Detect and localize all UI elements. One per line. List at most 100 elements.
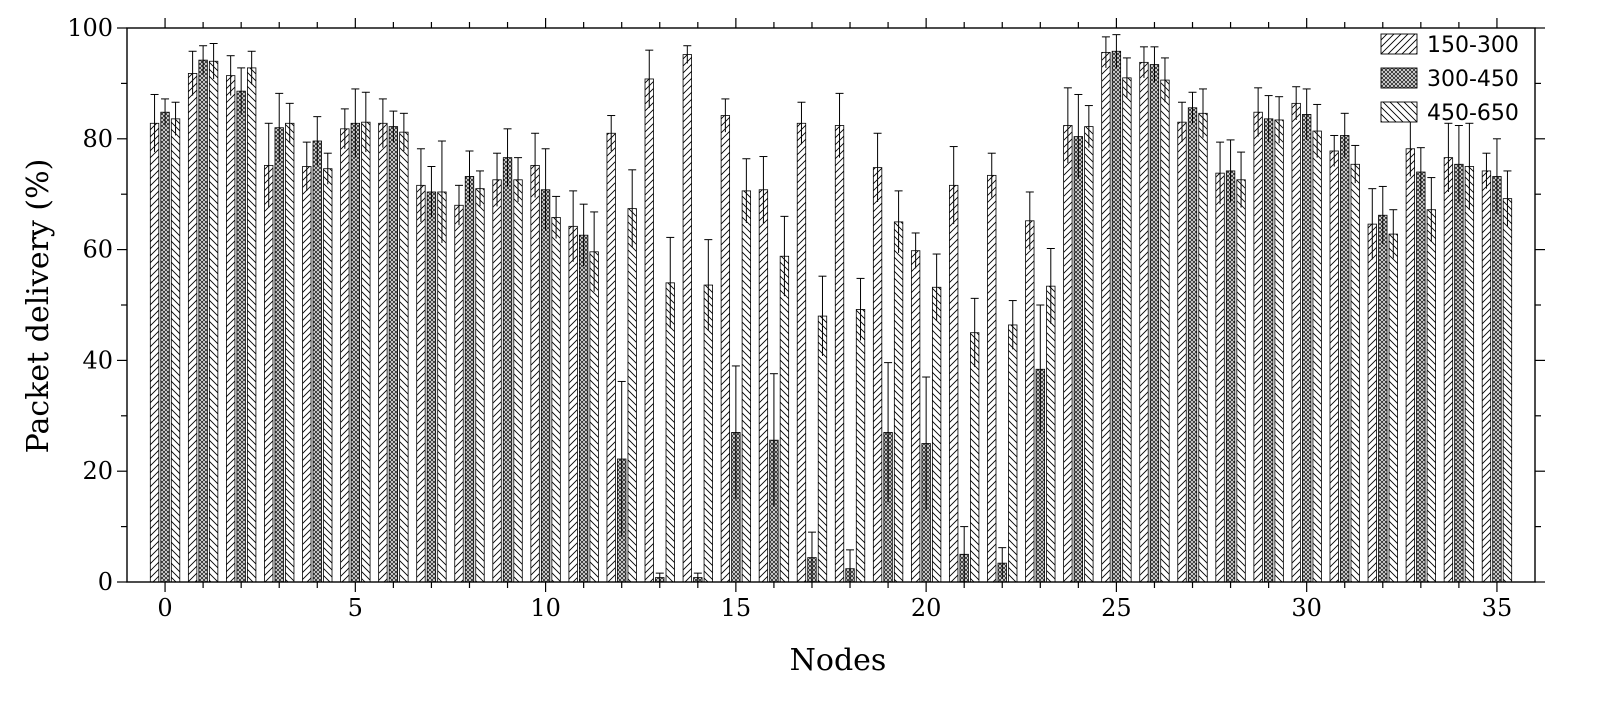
legend-label-1: 300-450 xyxy=(1427,67,1519,92)
bar-s2-node-20 xyxy=(931,286,942,583)
x-axis-title: Nodes xyxy=(790,643,887,678)
bar-s0-node-13 xyxy=(644,78,654,583)
bar-s0-node-33 xyxy=(1405,148,1415,583)
bar-s2-node-5 xyxy=(361,121,371,583)
bar-s2-node-12 xyxy=(627,208,637,583)
bar-s0-node-10 xyxy=(530,164,540,583)
bar-s0-node-34 xyxy=(1443,157,1454,583)
x-tick-label-5: 5 xyxy=(348,594,363,622)
bar-s2-node-24 xyxy=(1084,126,1094,583)
bar-s0-node-12 xyxy=(606,132,616,583)
bar-s2-node-4 xyxy=(323,168,333,583)
bar-s1-node-31 xyxy=(1340,135,1350,583)
bar-s0-node-19 xyxy=(872,167,883,583)
legend-swatch-0 xyxy=(1380,33,1418,55)
bar-s0-node-21 xyxy=(949,184,959,583)
bar-s0-node-5 xyxy=(340,128,350,583)
bar-s2-node-33 xyxy=(1426,209,1436,583)
bar-s0-node-25 xyxy=(1101,51,1111,583)
bar-s0-node-2 xyxy=(226,75,236,583)
bar-s0-node-27 xyxy=(1177,121,1187,583)
bar-s1-node-35 xyxy=(1492,176,1502,583)
bar-s1-node-30 xyxy=(1302,114,1312,583)
bar-s1-node-26 xyxy=(1149,64,1160,583)
axes: 0 5 10 15 20 25 30 35 0 20 40 60 80 100 xyxy=(67,14,1545,622)
bar-s1-node-25 xyxy=(1111,50,1122,583)
bar-s0-node-4 xyxy=(302,166,312,583)
bar-s0-node-24 xyxy=(1063,125,1073,583)
bar-s2-node-28 xyxy=(1236,179,1246,583)
x-tick-label-15: 15 xyxy=(721,594,752,622)
bar-s0-node-29 xyxy=(1253,111,1263,583)
x-tick-label-20: 20 xyxy=(911,594,942,622)
bar-s1-node-33 xyxy=(1416,171,1426,583)
bar-s2-node-21 xyxy=(970,332,980,583)
bar-s0-node-8 xyxy=(454,204,464,583)
bar-s0-node-6 xyxy=(378,122,388,583)
bar-s2-node-35 xyxy=(1502,198,1513,583)
bar-s2-node-1 xyxy=(208,60,219,583)
bar-s2-node-26 xyxy=(1160,79,1170,583)
bar-s0-node-7 xyxy=(416,184,426,583)
bar-s1-node-5 xyxy=(350,122,360,583)
bar-s2-node-27 xyxy=(1198,112,1208,583)
bar-s2-node-3 xyxy=(285,122,295,583)
bar-s2-node-7 xyxy=(437,191,447,583)
bar-s0-node-0 xyxy=(149,122,160,583)
bar-s1-node-9 xyxy=(502,157,513,583)
bar-s1-node-24 xyxy=(1073,136,1084,583)
bar-s0-node-30 xyxy=(1291,102,1301,583)
bar-s2-node-32 xyxy=(1388,233,1398,583)
bar-s1-node-11 xyxy=(578,234,589,583)
x-tick-label-10: 10 xyxy=(530,594,561,622)
bar-s2-node-9 xyxy=(513,179,523,583)
bar-s2-node-11 xyxy=(589,251,599,583)
bar-s2-node-30 xyxy=(1312,130,1322,583)
bar-s1-node-2 xyxy=(236,90,246,583)
error-bars xyxy=(150,34,1512,582)
bar-s1-node-0 xyxy=(160,111,170,583)
bar-s1-node-7 xyxy=(426,191,437,583)
bar-s2-node-6 xyxy=(399,131,409,583)
bar-s2-node-2 xyxy=(247,67,257,583)
bar-s2-node-19 xyxy=(893,221,904,583)
bar-s1-node-34 xyxy=(1454,163,1464,583)
plot-area xyxy=(149,50,1513,583)
bar-s1-node-6 xyxy=(388,126,399,583)
x-tick-label-35: 35 xyxy=(1482,594,1513,622)
legend-label-2: 450-650 xyxy=(1427,101,1519,126)
bar-s1-node-10 xyxy=(540,189,551,583)
bar-s0-node-26 xyxy=(1139,61,1149,583)
bar-s0-node-35 xyxy=(1481,170,1492,583)
legend-label-0: 150-300 xyxy=(1427,33,1519,58)
y-tick-label-100: 100 xyxy=(67,14,113,42)
x-tick-label-0: 0 xyxy=(157,594,172,622)
bar-s1-node-29 xyxy=(1263,118,1274,583)
bar-s0-node-1 xyxy=(187,73,198,583)
legend-swatch-2 xyxy=(1380,101,1418,123)
plot-frame xyxy=(126,27,1536,583)
bar-s0-node-3 xyxy=(264,164,274,583)
bar-s2-node-22 xyxy=(1008,324,1018,583)
bar-s2-node-15 xyxy=(741,190,752,583)
x-tick-label-30: 30 xyxy=(1291,594,1322,622)
y-tick-label-0: 0 xyxy=(98,568,113,596)
bar-s0-node-9 xyxy=(492,179,502,583)
bar-s0-node-32 xyxy=(1367,223,1377,583)
y-tick-label-60: 60 xyxy=(82,236,113,264)
bar-s2-node-34 xyxy=(1464,166,1475,583)
bar-s2-node-25 xyxy=(1122,77,1132,583)
bar-s2-node-0 xyxy=(170,118,181,583)
bar-s0-node-31 xyxy=(1329,150,1339,583)
bar-s0-node-28 xyxy=(1215,172,1225,583)
legend: 150-300 300-450 450-650 xyxy=(1380,33,1519,126)
bar-s2-node-23 xyxy=(1046,285,1056,583)
legend-swatch-1 xyxy=(1380,67,1418,89)
bar-s0-node-11 xyxy=(568,225,578,583)
y-tick-label-80: 80 xyxy=(82,125,113,153)
bar-s1-node-28 xyxy=(1225,170,1236,583)
x-tick-label-25: 25 xyxy=(1101,594,1132,622)
bar-s0-node-14 xyxy=(682,54,692,583)
bar-s2-node-10 xyxy=(551,217,561,583)
bar-s0-node-16 xyxy=(758,189,769,583)
